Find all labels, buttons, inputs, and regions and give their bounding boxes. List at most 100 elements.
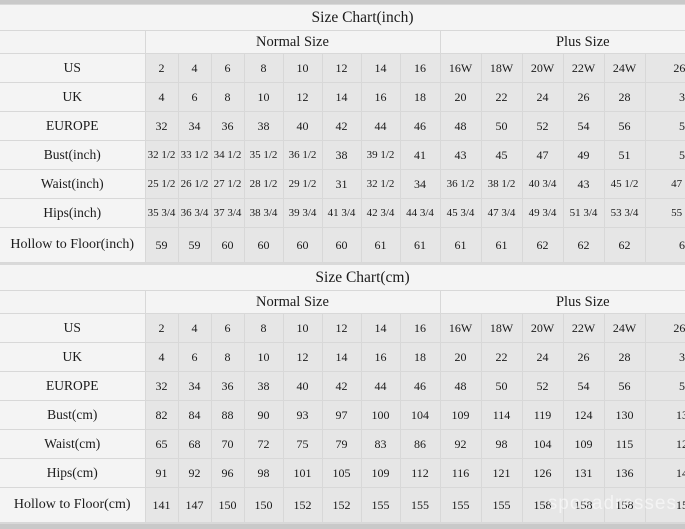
- data-cell: 98: [480, 429, 523, 459]
- data-cell: 61: [480, 227, 523, 263]
- data-cell: 8: [210, 82, 245, 112]
- data-cell: 40: [282, 371, 323, 401]
- data-cell: 28: [603, 342, 646, 372]
- data-cell: 54: [562, 111, 605, 141]
- data-cell: 152: [321, 487, 362, 523]
- size-chart-inch-body: Size Chart(inch) Normal Size Plus Size US 2 4…: [0, 5, 685, 263]
- data-cell: 36 1/2: [282, 140, 323, 170]
- data-cell: 58: [644, 371, 685, 401]
- data-cell: 20W: [521, 53, 564, 83]
- table-row: EUROPE3234363840424446485052545658: [0, 111, 685, 141]
- data-cell: 2: [144, 53, 179, 83]
- group-header-plus-size: Plus Size: [439, 290, 685, 314]
- data-cell: 60: [243, 227, 284, 263]
- data-cell: 30: [644, 82, 685, 112]
- data-cell: 18W: [480, 53, 523, 83]
- data-cell: 91: [144, 458, 179, 488]
- data-cell: 28: [603, 82, 646, 112]
- data-cell: 44: [360, 371, 401, 401]
- table-row: US24681012141616W18W20W22W24W26W: [0, 53, 685, 83]
- data-cell: 45 3/4: [439, 198, 482, 228]
- data-cell: 4: [177, 313, 212, 343]
- data-cell: 26 1/2: [177, 169, 212, 199]
- data-cell: 152: [282, 487, 323, 523]
- chart-title-row: Size Chart(cm): [0, 265, 685, 291]
- data-cell: 41 3/4: [321, 198, 362, 228]
- data-cell: 158: [562, 487, 605, 523]
- row-label: US: [0, 313, 146, 343]
- data-cell: 83: [360, 429, 401, 459]
- data-cell: 158: [603, 487, 646, 523]
- row-label: EUROPE: [0, 371, 146, 401]
- data-cell: 38: [321, 140, 362, 170]
- data-cell: 121: [644, 429, 685, 459]
- size-chart-cm: Size Chart(cm) Normal Size Plus Size US 2 4 6 8…: [0, 264, 685, 524]
- data-cell: 22W: [562, 53, 605, 83]
- data-cell: 38: [243, 111, 284, 141]
- data-cell: 10: [282, 53, 323, 83]
- data-cell: 20: [439, 82, 482, 112]
- table-row: Bust(inch) 32 1/2 33 1/2 34 1/2 35 1/2 36 1/2…: [0, 140, 685, 170]
- data-cell: 26W: [644, 53, 685, 83]
- data-cell: 92: [177, 458, 212, 488]
- data-cell: 42 3/4: [360, 198, 401, 228]
- data-cell: 61: [360, 227, 401, 263]
- data-cell: 12: [321, 313, 362, 343]
- data-cell: 29 1/2: [282, 169, 323, 199]
- data-cell: 121: [480, 458, 523, 488]
- data-cell: 55 1/2: [644, 198, 685, 228]
- data-cell: 43: [562, 169, 605, 199]
- data-cell: 65: [144, 429, 179, 459]
- data-cell: 26: [562, 342, 605, 372]
- data-cell: 16W: [439, 53, 482, 83]
- row-label: UK: [0, 82, 146, 112]
- data-cell: 14: [360, 313, 401, 343]
- row-label: Waist(cm): [0, 429, 146, 459]
- data-cell: 16: [399, 313, 441, 343]
- data-cell: 49: [562, 140, 605, 170]
- data-cell: 14: [321, 82, 362, 112]
- row-label: Hips(inch): [0, 198, 146, 228]
- data-cell: 4: [144, 342, 179, 372]
- data-cell: 25 1/2: [144, 169, 179, 199]
- table-row: Hollow to Floor(cm) 141 147 150 150 152 152 155…: [0, 487, 685, 523]
- data-cell: 115: [603, 429, 646, 459]
- data-cell: 75: [282, 429, 323, 459]
- row-label: US: [0, 53, 146, 83]
- data-cell: 4: [144, 82, 179, 112]
- data-cell: 38 1/2: [480, 169, 523, 199]
- data-cell: 88: [210, 400, 245, 430]
- data-cell: 82: [144, 400, 179, 430]
- data-cell: 72: [243, 429, 284, 459]
- data-cell: 150: [243, 487, 284, 523]
- table-row: EUROPE3234363840424446485052545658: [0, 371, 685, 401]
- data-cell: 68: [177, 429, 212, 459]
- chart-title: Size Chart(cm): [0, 265, 685, 291]
- data-cell: 116: [439, 458, 482, 488]
- data-cell: 36 1/2: [439, 169, 482, 199]
- data-cell: 141: [644, 458, 685, 488]
- data-cell: 158: [521, 487, 564, 523]
- row-label: Bust(inch): [0, 140, 146, 170]
- data-cell: 47 3/4: [480, 198, 523, 228]
- data-cell: 6: [210, 53, 245, 83]
- data-cell: 104: [399, 400, 441, 430]
- data-cell: 12: [282, 82, 323, 112]
- table-row: US24681012141616W18W20W22W24W26W: [0, 313, 685, 343]
- table-row: UK4681012141618202224262830: [0, 342, 685, 372]
- data-cell: 53: [644, 140, 685, 170]
- data-cell: 62: [562, 227, 605, 263]
- data-cell: 62: [521, 227, 564, 263]
- data-cell: 8: [243, 313, 284, 343]
- data-cell: 45 1/2: [603, 169, 646, 199]
- data-cell: 26: [562, 82, 605, 112]
- data-cell: 47 1/2: [644, 169, 685, 199]
- data-cell: 48: [439, 111, 482, 141]
- size-chart-inch: Size Chart(inch) Normal Size Plus Size US 2 4…: [0, 4, 685, 264]
- data-cell: 36: [210, 111, 245, 141]
- data-cell: 155: [399, 487, 441, 523]
- size-chart-inch-table: Size Chart(inch) Normal Size Plus Size US 2 4…: [0, 5, 685, 263]
- data-cell: 28 1/2: [243, 169, 284, 199]
- data-cell: 155: [439, 487, 482, 523]
- data-cell: 36: [210, 371, 245, 401]
